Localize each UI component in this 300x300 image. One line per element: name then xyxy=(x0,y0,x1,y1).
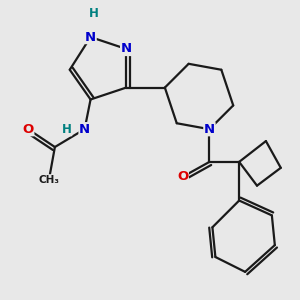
Text: H: H xyxy=(88,7,98,20)
Text: H: H xyxy=(62,123,72,136)
Text: N: N xyxy=(121,42,132,56)
Text: N: N xyxy=(79,123,90,136)
Text: N: N xyxy=(85,31,96,44)
Text: N: N xyxy=(204,123,215,136)
Text: O: O xyxy=(22,123,34,136)
Text: O: O xyxy=(177,170,188,183)
Text: CH₃: CH₃ xyxy=(38,175,59,185)
